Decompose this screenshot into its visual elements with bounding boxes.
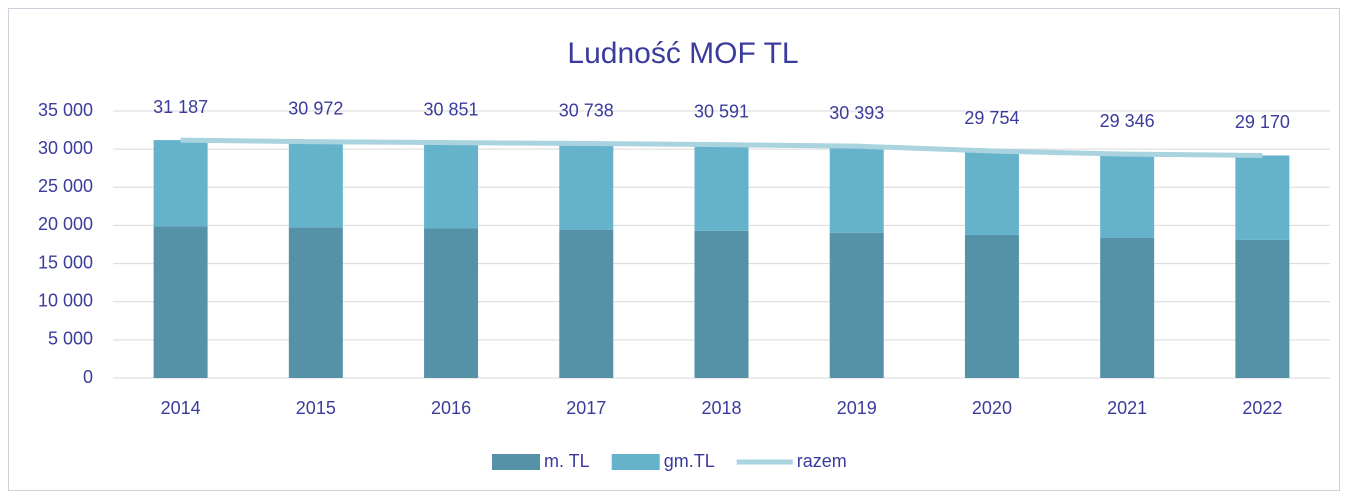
x-tick-label: 2014	[161, 398, 201, 418]
x-tick-label: 2018	[701, 398, 741, 418]
y-tick-label: 35 000	[38, 100, 93, 120]
x-tick-label: 2015	[296, 398, 336, 418]
y-tick-label: 20 000	[38, 214, 93, 234]
y-tick-label: 15 000	[38, 252, 93, 272]
chart-title: Ludność MOF TL	[567, 37, 798, 70]
bar-segment	[829, 232, 884, 378]
data-label: 30 738	[559, 100, 614, 120]
legend-label: razem	[797, 451, 847, 471]
x-tick-label: 2016	[431, 398, 471, 418]
x-tick-label: 2017	[566, 398, 606, 418]
x-tick-label: 2021	[1107, 398, 1147, 418]
bar-segment	[288, 227, 343, 378]
bar-segment	[1235, 155, 1290, 240]
bar-segment	[964, 234, 1019, 378]
data-label: 30 393	[829, 103, 884, 123]
x-tick-label: 2022	[1242, 398, 1282, 418]
y-tick-label: 5 000	[48, 329, 93, 349]
data-label: 29 346	[1100, 111, 1155, 131]
y-tick-label: 10 000	[38, 290, 93, 310]
legend-label: m. TL	[544, 451, 590, 471]
data-label: 29 754	[964, 108, 1019, 128]
y-tick-label: 30 000	[38, 138, 93, 158]
x-tick-label: 2019	[837, 398, 877, 418]
legend-swatch	[611, 454, 660, 470]
data-label: 30 591	[694, 101, 749, 121]
bar-segment	[1100, 154, 1155, 238]
bar-segment	[424, 142, 479, 229]
bar-segment	[153, 140, 208, 227]
bar-segment	[1235, 239, 1290, 378]
y-tick-label: 25 000	[38, 176, 93, 196]
bar-segment	[153, 226, 208, 378]
legend-swatch	[492, 454, 540, 470]
bar-segment	[288, 141, 343, 228]
data-label: 30 851	[424, 99, 479, 119]
bar-segment	[424, 228, 479, 378]
bar-segment	[964, 151, 1019, 235]
data-label: 31 187	[153, 97, 208, 117]
bar-segment	[694, 144, 749, 231]
legend-label: gm.TL	[664, 451, 715, 471]
bar-segment	[1100, 237, 1155, 378]
bar-segment	[559, 229, 614, 378]
data-label: 29 170	[1235, 112, 1290, 132]
bar-segment	[694, 230, 749, 378]
x-tick-label: 2020	[972, 398, 1012, 418]
bar-segment	[829, 146, 884, 233]
line	[180, 137, 1263, 158]
data-label: 30 972	[288, 98, 343, 118]
y-tick-label: 0	[83, 367, 93, 387]
bar-segment	[559, 143, 614, 230]
